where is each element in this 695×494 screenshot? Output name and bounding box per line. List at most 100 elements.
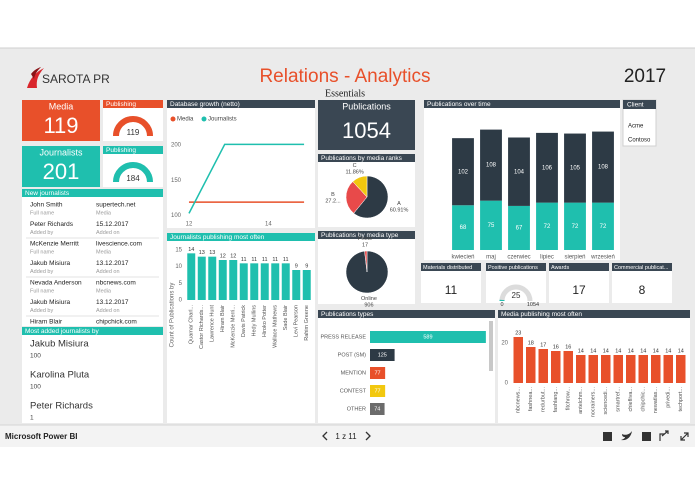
pie-slice xyxy=(353,175,389,219)
cell-label: Media xyxy=(96,210,112,216)
tile-header xyxy=(486,263,546,271)
pie-value-label: 11.86% xyxy=(345,170,363,176)
pie-value-label: 906 xyxy=(364,302,373,308)
x-tick-label: 12 xyxy=(186,222,193,228)
panel-header xyxy=(167,100,315,108)
y-tick-label: 10 xyxy=(175,264,182,270)
scrollbar[interactable] xyxy=(489,321,493,371)
legend-label: Media xyxy=(177,117,194,123)
panel-body xyxy=(22,327,163,423)
pie-category: Online xyxy=(361,296,377,302)
slicer-header xyxy=(623,100,656,109)
x-tick-label: Hiram Blair xyxy=(220,305,226,332)
pie-slice xyxy=(352,175,368,198)
slicer-title: Client xyxy=(627,102,644,109)
data-label: 72 xyxy=(544,224,551,230)
bar xyxy=(551,351,561,383)
panel-body xyxy=(318,310,495,423)
bar xyxy=(370,349,395,361)
cell-label: Added on xyxy=(96,230,120,236)
bar xyxy=(588,355,598,383)
bar xyxy=(302,270,311,300)
slicer-option[interactable]: Contoso xyxy=(628,138,651,144)
bar xyxy=(239,263,248,300)
bar-segment xyxy=(452,205,474,250)
data-label: 104 xyxy=(514,169,525,175)
data-label: 72 xyxy=(572,224,579,230)
data-label: 14 xyxy=(628,348,634,354)
pie-category: A xyxy=(397,201,401,207)
bar xyxy=(292,270,301,300)
bar xyxy=(651,355,661,383)
data-label: 14 xyxy=(578,348,584,354)
x-tick-label: 14 xyxy=(265,222,272,228)
bar xyxy=(208,256,217,300)
twitter-icon[interactable] xyxy=(621,431,632,441)
journalist-name: Peter Richards xyxy=(30,401,93,412)
tile-header xyxy=(612,263,672,271)
kpi-card xyxy=(22,100,100,141)
y-tick-label: PRESS RELEASE xyxy=(320,334,366,340)
data-label: 17 xyxy=(540,342,546,348)
data-label: 108 xyxy=(598,165,609,171)
data-label: 67 xyxy=(516,226,523,232)
x-tick-label: wrzesień xyxy=(590,255,615,261)
x-tick-label: Sade Blair xyxy=(283,305,289,331)
bar xyxy=(576,355,586,383)
y-tick-label: OTHER xyxy=(347,406,366,412)
gauge-fill xyxy=(113,161,153,183)
data-label: 77 xyxy=(375,370,381,376)
x-tick-label: antelchm... xyxy=(578,387,584,414)
panel-header xyxy=(167,233,315,241)
x-tick-label: Castor Richards... xyxy=(199,305,205,349)
logo-mark xyxy=(31,67,41,79)
x-tick-label: Quamar Charl... xyxy=(189,305,195,345)
bar xyxy=(563,351,573,383)
data-label: 14 xyxy=(678,348,684,354)
fullscreen-icon[interactable] xyxy=(680,432,689,441)
kpi-card xyxy=(22,146,100,187)
gauge-max: 1054 xyxy=(527,302,539,308)
cell-label: Full name xyxy=(30,210,54,216)
bar xyxy=(250,263,259,300)
data-label: 12 xyxy=(220,253,226,259)
bar xyxy=(281,263,290,300)
tile-value: 17 xyxy=(572,283,586,297)
next-page[interactable] xyxy=(365,431,371,441)
facebook-icon[interactable] xyxy=(642,432,651,441)
pie-value-label: 17 xyxy=(362,243,368,249)
x-tick-label: fashnea... xyxy=(528,387,534,412)
y-tick-label: 200 xyxy=(171,143,182,149)
share-icon[interactable] xyxy=(659,430,669,441)
bar-segment xyxy=(536,132,558,203)
y-tick-label: 100 xyxy=(171,213,182,219)
slicer-option[interactable]: Acme xyxy=(628,124,644,130)
data-label: 14 xyxy=(640,348,646,354)
data-label: 125 xyxy=(378,352,387,358)
y-tick-label: 5 xyxy=(179,281,183,287)
x-tick-label: techport... xyxy=(678,387,684,412)
journalist-count: 100 xyxy=(30,353,41,360)
legend-marker xyxy=(201,116,207,122)
panel-title: Publications types xyxy=(321,311,374,318)
data-label: 13 xyxy=(199,250,205,256)
journalist-count: 100 xyxy=(30,384,41,391)
prev-page[interactable] xyxy=(322,431,328,441)
linkedin-icon[interactable] xyxy=(603,432,612,441)
tile-title: Materials distributed xyxy=(423,265,472,271)
y-tick-label: POST (SM) xyxy=(338,352,366,358)
data-label: 23 xyxy=(515,330,521,336)
cell-label: Added on xyxy=(96,308,120,314)
cell-label: Added by xyxy=(30,308,53,314)
x-tick-label: nbcnews... xyxy=(516,387,522,414)
bar xyxy=(626,355,636,383)
journalist-name: Karolina Pluta xyxy=(30,370,90,381)
data-label: 77 xyxy=(375,388,381,394)
cell-text: Hiram Blair xyxy=(30,319,63,326)
bar xyxy=(260,263,269,300)
cell-text: chipchick.com xyxy=(96,319,137,326)
gauge-title: Publishing xyxy=(106,147,136,154)
cell-text: John Smith xyxy=(30,202,63,209)
